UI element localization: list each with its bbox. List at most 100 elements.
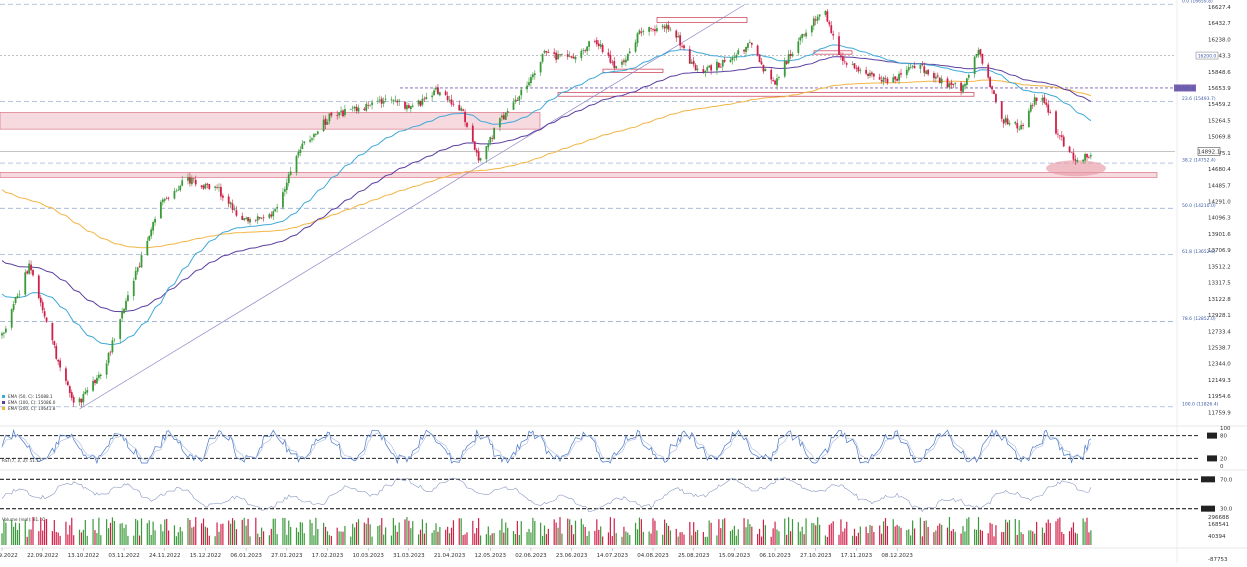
- osc-level-tag: [1201, 505, 1215, 512]
- volume-bar: [284, 517, 286, 545]
- price-tick-label: 15069.8: [1208, 135, 1231, 141]
- candle-body: [55, 345, 58, 359]
- volume-bar: [710, 522, 712, 545]
- candle-body: [1008, 123, 1011, 125]
- volume-bar: [919, 517, 921, 545]
- candle-body: [843, 61, 846, 63]
- price-label-upper: 16200.0: [1198, 53, 1217, 59]
- volume-bar: [247, 518, 249, 545]
- candle-body: [801, 33, 804, 38]
- volume-bar: [439, 527, 441, 545]
- candle-body: [921, 64, 924, 66]
- volume-bar: [448, 533, 451, 545]
- candle-body: [493, 127, 496, 140]
- candle-body: [828, 22, 831, 25]
- volume-bar: [245, 525, 247, 545]
- volume-bar: [559, 517, 561, 545]
- candle-body: [789, 53, 792, 57]
- volume-bar: [193, 526, 195, 545]
- candle-body: [220, 187, 222, 197]
- volume-bar: [842, 531, 844, 545]
- volume-bar: [394, 525, 396, 545]
- price-tick-label: 16432.7: [1208, 21, 1231, 27]
- volume-bar: [501, 518, 503, 545]
- volume-bar: [282, 517, 284, 545]
- candle-body: [268, 214, 271, 218]
- candle-body: [911, 65, 914, 67]
- candle-body: [200, 185, 203, 187]
- volume-bar: [1032, 531, 1034, 545]
- candle-body: [249, 218, 251, 223]
- candle-body: [960, 82, 962, 92]
- volume-bar: [464, 534, 466, 545]
- candle-body: [894, 76, 897, 80]
- volume-bar: [385, 527, 387, 545]
- candle-body: [543, 50, 546, 53]
- candle-body: [716, 61, 718, 71]
- volume-bar: [774, 521, 776, 545]
- volume-bar: [26, 536, 28, 545]
- volume-bar: [24, 520, 26, 545]
- volume-bar: [851, 535, 854, 545]
- volume-bar: [303, 533, 305, 545]
- candle-body: [326, 121, 329, 125]
- candle-body: [661, 25, 664, 28]
- volume-bar: [974, 529, 976, 545]
- fib-level-label: 23.6 (15493.7): [1182, 96, 1216, 102]
- candle-body: [376, 100, 379, 102]
- candle-body: [624, 59, 627, 63]
- volume-bar: [1068, 531, 1071, 545]
- candle-body: [1088, 157, 1090, 159]
- candle-body: [905, 69, 908, 76]
- volume-bar: [747, 519, 749, 545]
- candle-body: [235, 210, 238, 216]
- volume-bar: [109, 522, 112, 545]
- candle-body: [758, 54, 761, 63]
- volume-tick-label: 296688: [1208, 515, 1229, 521]
- volume-bar: [222, 523, 224, 545]
- candle-body: [803, 34, 806, 36]
- volume-bar: [1059, 517, 1061, 545]
- volume-bar: [960, 533, 962, 545]
- candle-body: [991, 86, 993, 90]
- candle-body: [394, 99, 397, 101]
- candle-body: [353, 106, 356, 109]
- candle-body: [285, 182, 288, 190]
- price-tick-label: 12538.7: [1208, 345, 1231, 351]
- candle-body: [504, 112, 507, 120]
- volume-bar: [786, 534, 788, 545]
- volume-bar: [297, 531, 300, 545]
- volume-bar: [662, 534, 664, 545]
- volume-bar: [255, 517, 257, 545]
- candle-body: [105, 363, 108, 375]
- candle-body: [748, 42, 751, 43]
- candle-body: [177, 189, 180, 191]
- candle-body: [518, 96, 521, 101]
- candle-body: [462, 109, 465, 111]
- candle-body: [663, 26, 666, 29]
- volume-bar: [138, 535, 141, 545]
- candle-body: [927, 69, 930, 75]
- candle-body: [314, 134, 317, 135]
- candle-body: [650, 27, 652, 29]
- volume-bar: [38, 531, 40, 545]
- volume-bar: [667, 525, 670, 545]
- volume-bar: [290, 526, 292, 545]
- candle-body: [770, 69, 773, 80]
- candle-body: [652, 29, 654, 30]
- candle-body: [539, 62, 542, 73]
- volume-bar: [191, 527, 193, 545]
- volume-bar: [873, 532, 875, 545]
- volume-bar: [1063, 534, 1065, 545]
- candle-body: [553, 52, 556, 54]
- volume-bar: [78, 529, 81, 545]
- volume-bar: [42, 530, 44, 545]
- candle-body: [421, 98, 424, 105]
- volume-bar: [51, 531, 53, 545]
- candle-body: [993, 90, 995, 94]
- candle-body: [214, 186, 217, 188]
- candle-body: [344, 109, 346, 116]
- candle-body: [99, 374, 102, 377]
- candle-body: [78, 398, 81, 403]
- volume-bar: [57, 532, 59, 545]
